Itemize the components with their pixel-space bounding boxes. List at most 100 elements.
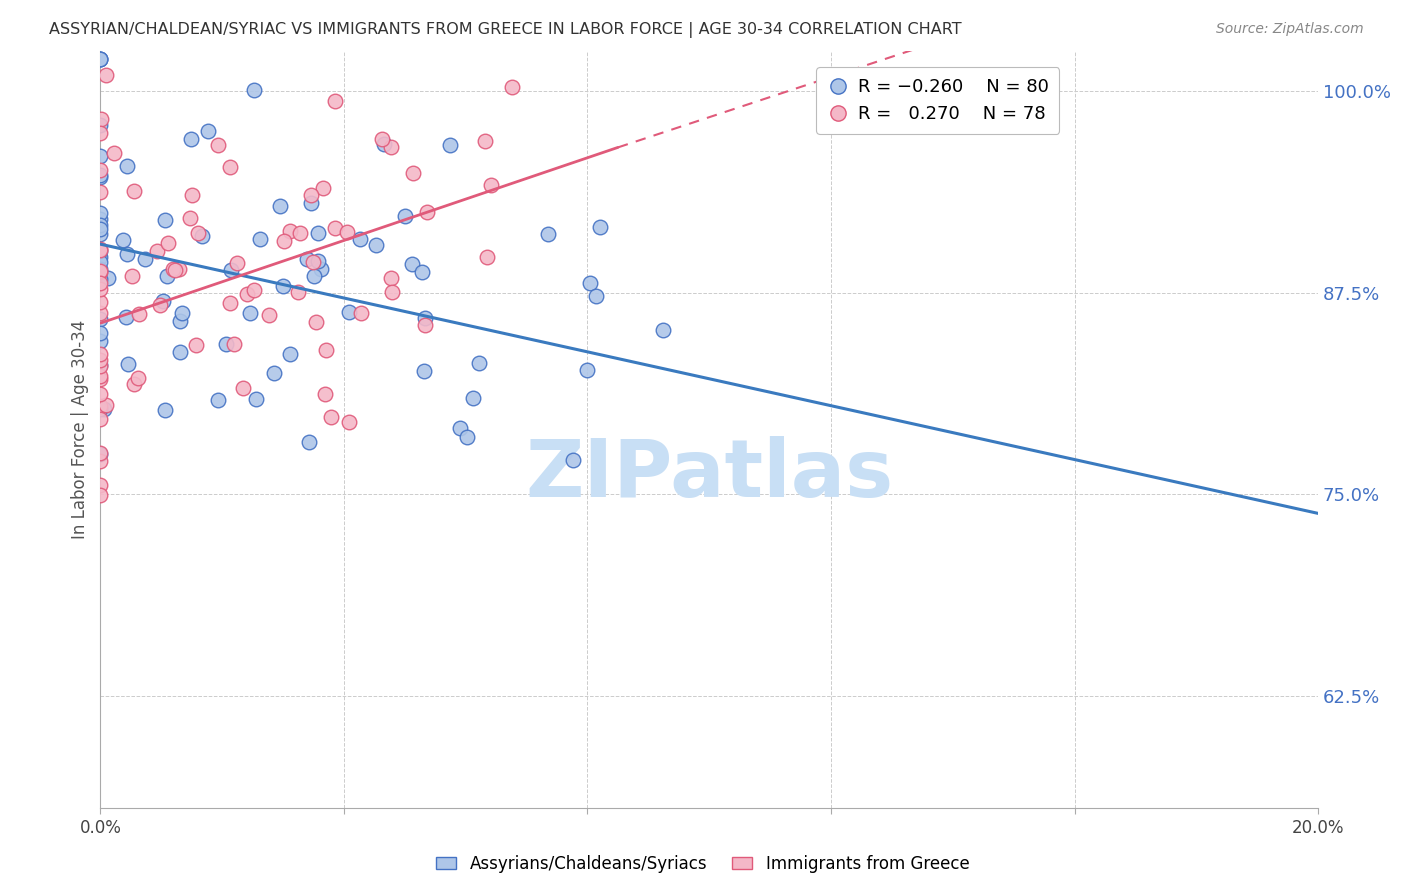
Point	[89, 347, 111, 361]
Point	[336, 225, 359, 239]
Point	[350, 306, 373, 320]
Point	[380, 140, 402, 154]
Point	[337, 415, 360, 429]
Point	[302, 268, 325, 283]
Point	[575, 363, 598, 377]
Point	[170, 306, 193, 320]
Point	[232, 381, 254, 395]
Point	[153, 213, 176, 227]
Point	[218, 295, 240, 310]
Point	[89, 52, 111, 66]
Point	[468, 355, 491, 369]
Point	[89, 311, 111, 326]
Point	[474, 134, 496, 148]
Point	[215, 337, 238, 351]
Point	[314, 387, 336, 401]
Point	[149, 298, 172, 312]
Point	[401, 257, 423, 271]
Point	[156, 268, 179, 283]
Point	[257, 308, 280, 322]
Point	[89, 244, 111, 259]
Point	[94, 398, 117, 412]
Point	[89, 251, 111, 265]
Point	[413, 318, 436, 332]
Point	[117, 357, 139, 371]
Point	[288, 227, 311, 241]
Point	[115, 247, 138, 261]
Point	[501, 79, 523, 94]
Point	[411, 265, 433, 279]
Point	[323, 221, 346, 235]
Point	[364, 238, 387, 252]
Point	[197, 124, 219, 138]
Point	[413, 364, 436, 378]
Point	[89, 211, 111, 226]
Point	[589, 219, 612, 234]
Point	[89, 447, 111, 461]
Point	[207, 137, 229, 152]
Point	[89, 359, 111, 373]
Point	[89, 227, 111, 241]
Point	[222, 337, 245, 351]
Point	[239, 306, 262, 320]
Point	[167, 262, 190, 277]
Point	[579, 277, 602, 291]
Point	[477, 250, 499, 264]
Point	[89, 353, 111, 368]
Point	[269, 199, 291, 213]
Point	[287, 285, 309, 300]
Legend: Assyrians/Chaldeans/Syriacs, Immigrants from Greece: Assyrians/Chaldeans/Syriacs, Immigrants …	[430, 848, 976, 880]
Point	[416, 204, 439, 219]
Point	[89, 372, 111, 386]
Point	[97, 271, 120, 285]
Point	[323, 95, 346, 109]
Point	[89, 401, 111, 416]
Point	[456, 430, 478, 444]
Point	[122, 377, 145, 392]
Point	[112, 233, 135, 247]
Point	[96, 68, 118, 82]
Text: Source: ZipAtlas.com: Source: ZipAtlas.com	[1216, 22, 1364, 37]
Point	[439, 137, 461, 152]
Point	[89, 369, 111, 384]
Point	[273, 234, 295, 248]
Point	[337, 305, 360, 319]
Point	[153, 403, 176, 417]
Point	[179, 211, 201, 225]
Point	[152, 293, 174, 308]
Point	[263, 366, 285, 380]
Point	[163, 263, 186, 277]
Point	[89, 218, 111, 232]
Point	[299, 196, 322, 211]
Point	[278, 347, 301, 361]
Point	[89, 126, 111, 140]
Point	[381, 285, 404, 300]
Point	[89, 52, 111, 66]
Point	[122, 184, 145, 198]
Point	[89, 264, 111, 278]
Point	[219, 263, 242, 277]
Point	[89, 262, 111, 277]
Point	[370, 132, 392, 146]
Point	[169, 314, 191, 328]
Point	[89, 118, 111, 132]
Point	[191, 229, 214, 244]
Point	[89, 359, 111, 374]
Point	[89, 478, 111, 492]
Point	[312, 181, 335, 195]
Point	[245, 392, 267, 407]
Point	[236, 287, 259, 301]
Point	[271, 278, 294, 293]
Point	[89, 445, 111, 459]
Point	[394, 210, 416, 224]
Text: ASSYRIAN/CHALDEAN/SYRIAC VS IMMIGRANTS FROM GREECE IN LABOR FORCE | AGE 30-34 CO: ASSYRIAN/CHALDEAN/SYRIAC VS IMMIGRANTS F…	[49, 22, 962, 38]
Point	[89, 326, 111, 340]
Point	[89, 412, 111, 426]
Point	[562, 452, 585, 467]
Point	[180, 132, 202, 146]
Point	[89, 52, 111, 66]
Point	[90, 112, 112, 127]
Point	[128, 307, 150, 321]
Point	[162, 262, 184, 277]
Point	[249, 231, 271, 245]
